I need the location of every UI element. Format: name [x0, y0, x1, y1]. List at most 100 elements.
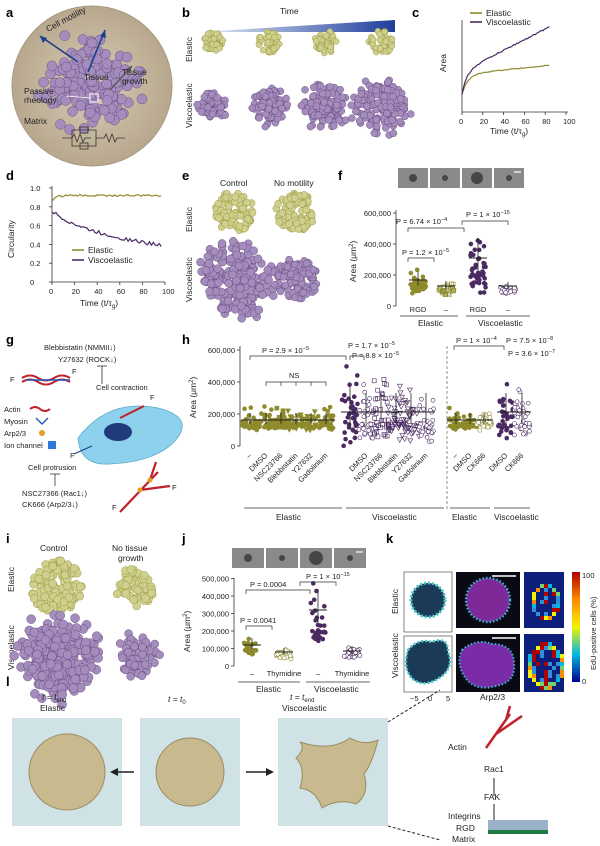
scatter-group [474, 411, 495, 433]
panel-label-k: k [386, 531, 394, 546]
panel-h-chart: Area (μm2) 0 200,000 400,000 600,000 P = 2.… [188, 336, 555, 522]
d-ticks: 0 0.2 0.4 0.6 0.8 1.0 0 20 40 60 80 100 [30, 184, 175, 296]
k-cbar-label: EdU-positive cells (%) [589, 596, 598, 670]
j-group-viscoelastic: Viscoelastic [314, 684, 359, 694]
f-pval-2: P = 1 × 10−15 [466, 210, 510, 219]
panel-label-e: e [182, 168, 189, 183]
f-pval-3: P = 1.2 × 10−5 [402, 248, 449, 257]
d-ytick: 0.4 [30, 240, 40, 249]
panel-l-schematic: t = tend Elastic t = t0 t = tend Viscoel… [12, 689, 548, 844]
panel-i-spheroids: Control No tissue growth Elastic Viscoela… [6, 543, 164, 710]
k-sim-elastic [411, 583, 445, 617]
scatter-group [371, 377, 392, 440]
d-legend-elastic: Elastic [88, 245, 114, 255]
scatter-group [498, 282, 518, 296]
l-viscoelastic: Viscoelastic [282, 703, 327, 713]
f-pval-1: P = 6.74 × 10−4 [396, 217, 447, 226]
g-legend-ion-channel: Ion channel [4, 441, 43, 450]
k-sim-visco [404, 639, 452, 685]
xtick-label: – [316, 669, 321, 678]
scatter-group [341, 645, 363, 660]
xtick-label: RGD [470, 305, 487, 314]
g-cell-contraction: Cell contraction [96, 383, 148, 392]
l-integrins: Integrins [448, 811, 481, 821]
d-xtick: 20 [72, 287, 80, 296]
g-nsc27366: NSC27366 (Rac1↓) [22, 489, 88, 498]
g-blebbistatin: Blebbistatin (NMMII↓) [44, 343, 116, 352]
c-xticks: 0 20 40 60 80 100 [459, 112, 576, 126]
g-y27632: Y27632 (ROCK↓) [58, 355, 117, 364]
panel-label-b: b [182, 5, 190, 20]
motility-arrow-1 [39, 35, 79, 63]
k-xtick: −5 [410, 694, 419, 703]
e-control-label: Control [220, 178, 248, 188]
j-pval-3: P = 0.0041 [240, 616, 276, 625]
l-t0: t = t0 [168, 694, 186, 706]
panel-e-spheroids: Control No motility Elastic Viscoelastic [184, 178, 321, 323]
c-legend-viscoelastic: Viscoelastic [486, 17, 531, 27]
g-ck666: CK666 (Arp2/3↓) [22, 500, 78, 509]
scatter-group [339, 364, 360, 449]
d-xlabel: Time (t/τg) [80, 298, 118, 310]
panel-label-a: a [6, 5, 14, 20]
l-actin-branch [484, 705, 523, 749]
l-fak: FAK [484, 792, 500, 802]
h-pval-a: P = 1.7 × 10−5 [348, 341, 395, 350]
xtick-label: Thymidine [267, 669, 302, 678]
panel-label-i: i [6, 531, 10, 546]
panel-d-chart: Circularity 0 0.2 0.4 0.6 0.8 1.0 0 20 40 60 80 100… [6, 184, 175, 310]
g-legend-actin: Actin [4, 405, 21, 414]
panel-c-chart: Area 0 20 40 60 80 100 Time (t/τg) Elastic Vi… [438, 8, 576, 138]
h-group-elastic-1: Elastic [276, 512, 302, 522]
d-ytick: 0.6 [30, 222, 40, 231]
c-xtick: 60 [521, 117, 529, 126]
scatter-group [356, 382, 377, 441]
e-elastic-label: Elastic [184, 206, 194, 232]
panel-g-schematic: Blebbistatin (NMMII↓) Y27632 (ROCK↓) Cel… [4, 343, 183, 513]
svg-text:F: F [172, 483, 177, 492]
e-visco-control [196, 237, 283, 323]
j-micrographs [232, 548, 366, 568]
k-xtick: 5 [446, 694, 450, 703]
l-elastic-tissue [28, 733, 106, 811]
h-data-points [240, 364, 533, 449]
h-pval-b: P = 8.8 × 10−5 [352, 351, 399, 360]
xtick-label: – [250, 669, 255, 678]
scatter-group [408, 267, 429, 296]
nucleus [104, 423, 132, 441]
l-tend-2: t = tend [290, 692, 314, 704]
matrix-label: Matrix [24, 116, 48, 126]
panel-label-f: f [338, 168, 343, 183]
actin-fibre-top: F F [10, 367, 77, 386]
g-cell-protrusion: Cell protrusion [28, 463, 76, 472]
c-xtick: 20 [480, 117, 488, 126]
d-legend-viscoelastic: Viscoelastic [88, 255, 133, 265]
arp23-icon [39, 430, 45, 436]
spheroid-elastic-1 [201, 29, 227, 54]
ytick: 0 [231, 442, 235, 451]
g-legend-myosin: Myosin [4, 417, 28, 426]
l-rgd: RGD [456, 823, 475, 833]
spheroid-visco-1 [193, 89, 229, 121]
c-legend-elastic: Elastic [486, 8, 512, 18]
scatter-group [308, 581, 328, 644]
d-ytick: 1.0 [30, 184, 40, 193]
panel-label-j: j [181, 531, 186, 546]
ytick: 500,000 [202, 575, 229, 584]
f-micrographs [398, 168, 524, 188]
d-ytick: 0.8 [30, 203, 40, 212]
g-legend-arp23: Arp2/3 [4, 429, 26, 438]
e-visco-no-motility [270, 255, 321, 303]
d-xtick: 60 [117, 287, 125, 296]
row-label-viscoelastic: Viscoelastic [184, 83, 194, 128]
l-visco-tissue [295, 737, 379, 809]
motility-arrow-2 [87, 29, 106, 73]
c-elastic-line [461, 64, 550, 95]
scatter-group [240, 405, 261, 433]
l-elastic: Elastic [40, 703, 66, 713]
f-yticks: 0 200,000 400,000 600,000 [364, 209, 396, 311]
j-pval-1: P = 0.0004 [250, 580, 286, 589]
ytick: 0 [225, 662, 229, 671]
d-ytick: 0 [30, 278, 34, 287]
d-viscoelastic-line [51, 211, 162, 247]
